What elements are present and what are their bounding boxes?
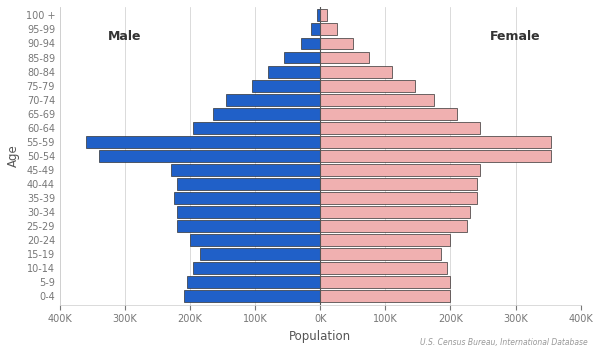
Bar (320, 192, 476, 204)
Bar (320, 80, 415, 92)
Bar (177, 206, 320, 218)
Bar (320, 23, 337, 35)
Bar (213, 108, 320, 120)
Bar (170, 164, 320, 176)
Bar (301, 37, 320, 49)
Bar (320, 108, 457, 120)
Y-axis label: Age: Age (7, 145, 20, 167)
Bar (193, 262, 320, 274)
Bar (320, 248, 441, 260)
Bar (320, 65, 392, 78)
Bar (193, 122, 320, 134)
Bar (320, 37, 353, 49)
Text: U.S. Census Bureau, International Database: U.S. Census Bureau, International Databa… (420, 337, 588, 346)
Bar (317, 9, 320, 21)
Bar (320, 136, 551, 148)
Bar (177, 178, 320, 190)
Bar (284, 51, 320, 63)
Bar (320, 290, 451, 302)
Bar (320, 164, 480, 176)
X-axis label: Population: Population (289, 330, 352, 343)
Bar (311, 23, 320, 35)
Bar (174, 192, 320, 204)
Bar (187, 276, 320, 288)
Bar (190, 234, 320, 246)
Bar (320, 51, 369, 63)
Bar (320, 178, 476, 190)
Bar (99, 150, 320, 162)
Bar (320, 206, 470, 218)
Bar (320, 150, 551, 162)
Bar (320, 220, 467, 232)
Bar (86, 136, 320, 148)
Bar (320, 276, 451, 288)
Bar (177, 220, 320, 232)
Text: Female: Female (490, 30, 541, 43)
Bar (320, 262, 447, 274)
Bar (184, 290, 320, 302)
Bar (320, 234, 451, 246)
Bar (252, 80, 320, 92)
Text: Male: Male (108, 30, 142, 43)
Bar (268, 65, 320, 78)
Bar (320, 94, 434, 106)
Bar (200, 248, 320, 260)
Bar (226, 94, 320, 106)
Bar (320, 122, 480, 134)
Bar (320, 9, 327, 21)
